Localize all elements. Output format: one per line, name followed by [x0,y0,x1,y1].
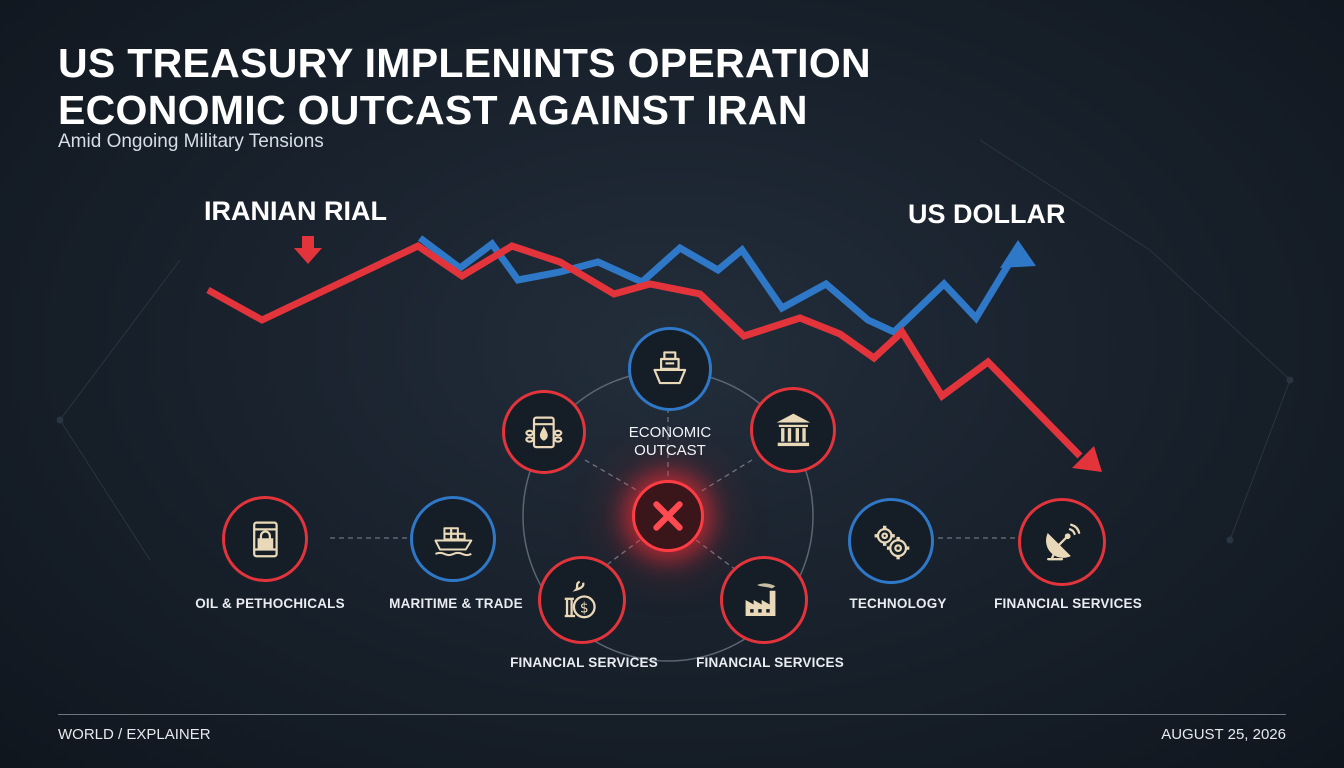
rial-label-down-arrow-icon [294,236,322,264]
cargo-ship-icon [434,526,472,556]
chained-oil-node [502,390,586,474]
sector-label-technology: TECHNOLOGY [849,596,947,611]
money-bag-icon: $ [564,580,596,619]
hub-center [632,480,704,552]
maritime-trade-node [410,496,496,582]
ship-icon [653,351,687,385]
subtitle: Amid Ongoing Military Tensions [58,131,324,152]
bank-node [750,387,836,473]
financial-services-node-3 [1018,498,1106,586]
section-label: WORLD / EXPLAINER [58,726,211,743]
sector-label-financial-1: FINANCIAL SERVICES [510,655,658,670]
footer-divider [58,714,1286,715]
headline-line-2: ECONOMIC OUTCAST AGAINST IRAN [58,87,808,133]
background-network [56,139,1294,561]
financial-services-node-1: $ [538,556,626,644]
satellite-dish-icon [1046,523,1081,561]
oil-barrel-lock-icon [252,521,278,557]
ship-node [628,327,712,411]
chained-oil-barrel-icon [525,416,563,449]
rial-down-arrow-icon [1072,446,1102,472]
headline: US TREASURY IMPLENINTS OPERATION ECONOMI… [58,40,871,134]
x-icon [653,501,683,531]
hub-connectors [330,408,1016,571]
hub-label-line-1: ECONOMIC [628,424,712,441]
sector-label-oil: OIL & PETHOCHICALS [195,596,345,611]
sector-label-financial-2: FINANCIAL SERVICES [696,655,844,670]
technology-node [848,498,934,584]
financial-services-node-2 [720,556,808,644]
rial-series-label: IRANIAN RIAL [204,196,387,226]
usd-up-arrow-icon [1000,240,1036,268]
sector-label-financial-3: FINANCIAL SERVICES [994,596,1142,611]
bank-icon [776,413,810,446]
hub-label: ECONOMIC OUTCAST [600,424,740,460]
factory-icon [745,583,776,617]
headline-line-1: US TREASURY IMPLENINTS OPERATION [58,40,871,86]
usd-series-line [417,235,1013,337]
hub-label-line-2: OUTCAST [634,442,706,459]
gears-icon [874,525,909,559]
svg-text:$: $ [580,601,589,617]
publish-date: AUGUST 25, 2026 [1161,726,1286,743]
rial-series-line [206,241,1083,459]
sector-label-maritime: MARITIME & TRADE [389,596,523,611]
usd-series-label: US DOLLAR [908,199,1066,229]
oil-petrochemicals-node [222,496,308,582]
